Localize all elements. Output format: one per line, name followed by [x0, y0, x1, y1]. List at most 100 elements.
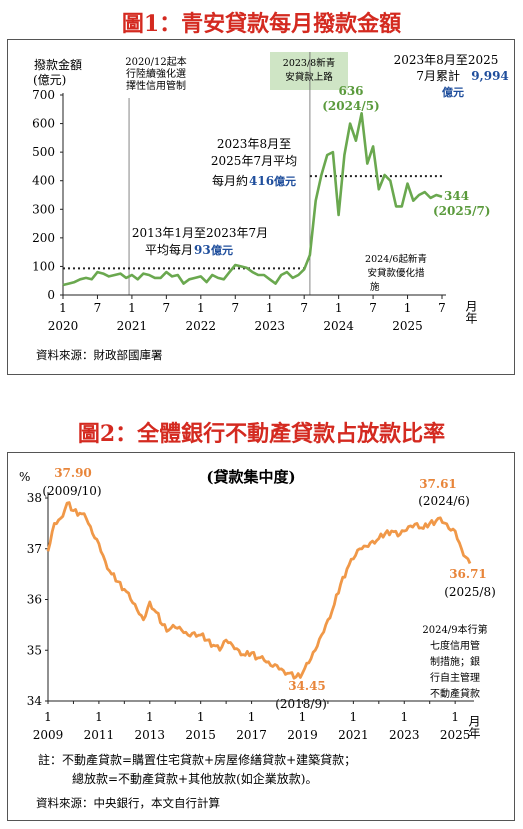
- chart1-ytick-label: 0: [47, 288, 55, 302]
- chart2-xtick-label: 1: [95, 710, 103, 724]
- chart1-ytick-label: 400: [32, 174, 55, 188]
- chart2-last-value: 36.71: [449, 567, 487, 581]
- chart2-max-date: (2009/10): [42, 484, 101, 498]
- chart1-year-label: 2020: [48, 319, 79, 333]
- chart2-ytick-label: 37: [27, 542, 42, 556]
- chart2-xtick-label: 1: [146, 710, 154, 724]
- chart2-subtitle: (貸款集中度): [206, 468, 295, 486]
- chart1-avg-before-unit: 億元: [211, 243, 233, 257]
- chart2-svg: (貸款集中度) % 月年 37.90 (2009/10) 37.61 (2024…: [19, 466, 496, 810]
- chart1-xtick-label: 1: [59, 301, 67, 315]
- chart1-policy2024-l3: 施: [370, 281, 380, 293]
- chart1-xtick-label: 1: [404, 301, 412, 315]
- chart2-title: 圖2：全體銀行不動產貸款占放款比率: [77, 421, 446, 447]
- chart1-year-label: 2022: [186, 319, 217, 333]
- chart2-year-label: 2015: [185, 728, 216, 742]
- chart1-ytick-label: 300: [32, 202, 55, 216]
- chart1-policy2024-l1: 2024/6起新青: [365, 253, 427, 265]
- chart2-min-value: 34.45: [288, 679, 326, 693]
- chart1-launch-box: [270, 52, 348, 90]
- chart1-xtick-label: 7: [438, 301, 446, 315]
- chart2-ytick-label: 38: [27, 491, 42, 505]
- chart1-cumulative-l2: 7月累計: [416, 68, 460, 83]
- chart1-xtick-label: 7: [94, 301, 102, 315]
- chart1-source: 資料來源：財政部國庫署: [36, 348, 163, 362]
- chart2-year-label: 2023: [389, 728, 420, 742]
- chart1-cumulative-unit: 億元: [442, 85, 464, 99]
- chart1-series-line: [62, 112, 443, 287]
- chart2-policy-l5: 不動產貸款: [430, 687, 480, 700]
- chart2-max-value: 37.90: [54, 466, 92, 480]
- chart2-last-date: (2025/8): [444, 585, 496, 599]
- chart1-avg-after-unit: 億元: [274, 174, 296, 188]
- chart2-note-l2: 總放款=不動產貸款+其他放款(如企業放款)。: [72, 771, 317, 786]
- chart2-panel: (貸款集中度) % 月年 37.90 (2009/10) 37.61 (2024…: [7, 452, 515, 821]
- chart1-cumulative-value: 9,994: [471, 69, 509, 83]
- chart1-avg-before-value: 93: [194, 243, 211, 257]
- chart1-avg-after-l2: 2025年7月平均: [211, 154, 297, 168]
- chart1-xtick-label: 7: [231, 301, 239, 315]
- chart2-ytick-label: 36: [27, 593, 42, 607]
- chart1-xunit: 月年: [464, 300, 478, 324]
- chart2-ytick-label: 34: [27, 694, 43, 708]
- chart2-ytick-label: 35: [27, 643, 42, 657]
- chart1-policy2020-l3: 擇性信用管制: [126, 79, 186, 92]
- chart1-xtick-label: 7: [300, 301, 308, 315]
- chart2-policy-l4: 行自主管理: [430, 671, 480, 684]
- chart2-xtick-label: 1: [451, 710, 459, 724]
- chart1-panel: 撥款金額 (億元) 月年 2020/12起本 行陸續強化選 擇性信用管制 202…: [7, 39, 515, 375]
- chart1-last-date: (2025/7): [433, 204, 491, 218]
- chart1-xtick-label: 1: [197, 301, 205, 315]
- chart1-ytick-label: 500: [32, 145, 55, 159]
- chart2-year-label: 2013: [135, 728, 166, 742]
- chart1-policy2024-l2: 安貸款優化措: [367, 267, 425, 279]
- chart2-peak2-date: (2024/6): [418, 494, 470, 508]
- chart1-xtick-label: 7: [369, 301, 377, 315]
- chart1-year-label: 2021: [117, 319, 148, 333]
- chart1-avg-after-l1: 2023年8月至: [217, 137, 291, 151]
- chart2-xtick-label: 1: [400, 710, 408, 724]
- chart1-launch-l2: 安貸款上路: [285, 71, 333, 83]
- chart1-cumulative-l1: 2023年8月至2025: [394, 53, 499, 67]
- chart2-policy-l3: 制措施；銀: [430, 655, 480, 668]
- chart1-xtick-label: 1: [335, 301, 343, 315]
- chart2-xtick-label: 1: [299, 710, 307, 724]
- chart1-yunit: (億元): [33, 73, 66, 87]
- chart2-min-date: (2018/9): [275, 697, 327, 711]
- chart1-avg-before-l1: 2013年1月至2023年7月: [132, 226, 268, 240]
- chart1-xtick-label: 1: [266, 301, 274, 315]
- chart2-xunit: 月年: [467, 715, 481, 739]
- chart2-year-label: 2025: [440, 728, 471, 742]
- chart1-last-value: 344: [444, 189, 469, 203]
- chart1-ytick-label: 700: [32, 88, 55, 102]
- chart1-title: 圖1：青安貸款每月撥款金額: [121, 11, 402, 37]
- chart2-year-label: 2021: [338, 728, 369, 742]
- chart2-year-label: 2011: [84, 728, 115, 742]
- chart2-ylabel: %: [19, 470, 30, 484]
- chart1-xtick-label: 1: [128, 301, 136, 315]
- chart2-series-line: [46, 501, 472, 680]
- chart2-policy-l2: 七度信用管: [430, 639, 480, 652]
- chart1-peak-date: (2024/5): [322, 99, 380, 113]
- chart2-xtick-label: 1: [248, 710, 256, 724]
- chart1-xtick-label: 7: [163, 301, 171, 315]
- chart1-ytick-label: 600: [32, 117, 55, 131]
- chart2-policy-l1: 2024/9本行第: [422, 623, 487, 636]
- chart1-avg-after-value: 416: [249, 174, 274, 188]
- chart2-year-label: 2017: [236, 728, 267, 742]
- chart1-launch-l1: 2023/8新青: [283, 57, 335, 69]
- chart1-avg-after-l3a: 每月約: [212, 173, 248, 188]
- chart1-ytick-label: 200: [32, 231, 55, 245]
- chart1-ytick-label: 100: [32, 259, 55, 273]
- chart1-ylabel: 撥款金額: [34, 57, 82, 72]
- chart2-peak2-value: 37.61: [419, 477, 457, 491]
- chart1-peak-value: 636: [338, 84, 363, 98]
- chart1-year-label: 2023: [254, 319, 285, 333]
- chart1-avg-before-l2a: 平均每月: [145, 242, 193, 257]
- chart2-xtick-label: 1: [44, 710, 52, 724]
- chart2-source: 資料來源：中央銀行，本文自行計算: [36, 796, 220, 810]
- chart2-xtick-label: 1: [197, 710, 205, 724]
- chart2-note-l1: 註：不動產貸款=購置住宅貸款+房屋修繕貸款+建築貸款；: [38, 752, 356, 767]
- chart2-year-label: 2019: [287, 728, 318, 742]
- chart1-policy2020-l2: 行陸續強化選: [126, 67, 186, 80]
